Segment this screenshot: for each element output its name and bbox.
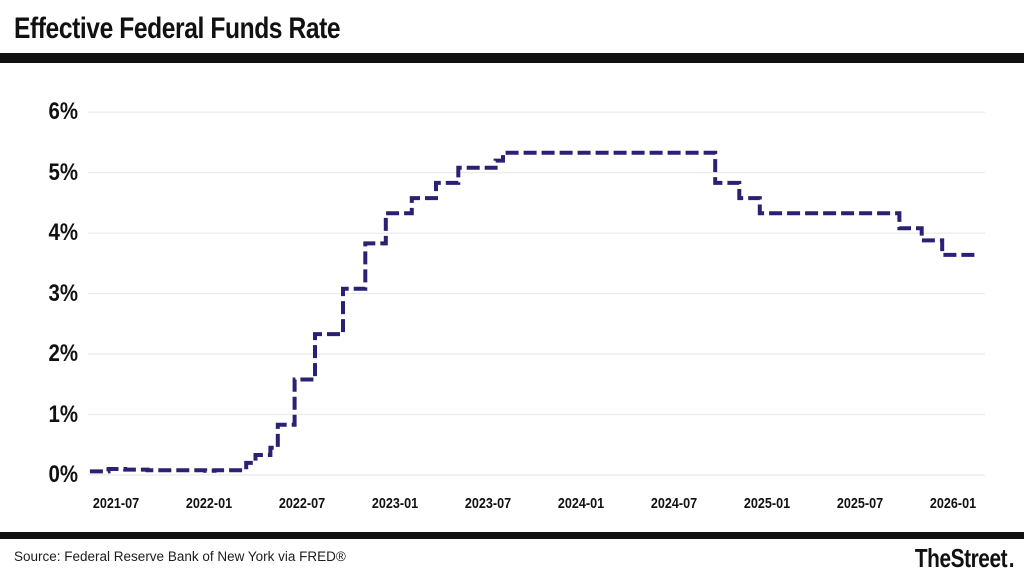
x-tick-label: 2022-07 xyxy=(278,495,326,512)
y-tick-label: 5% xyxy=(48,158,78,186)
y-tick-label: 2% xyxy=(48,340,78,368)
source-attribution: Source: Federal Reserve Bank of New York… xyxy=(14,549,346,564)
y-tick-label: 0% xyxy=(48,461,78,488)
y-tick-label: 4% xyxy=(48,219,78,247)
logo-dot: . xyxy=(1008,543,1015,573)
x-tick-label: 2025-01 xyxy=(744,495,791,512)
x-tick-label: 2021-07 xyxy=(92,495,140,512)
thestreet-logo: TheStreet. xyxy=(914,543,1015,574)
x-tick-label: 2025-07 xyxy=(837,495,884,512)
x-tick-label: 2023-07 xyxy=(464,495,512,512)
y-tick-label: 1% xyxy=(48,400,78,428)
page-title: Effective Federal Funds Rate xyxy=(14,12,341,45)
x-tick-label: 2022-01 xyxy=(185,495,233,512)
footer-rule xyxy=(0,532,1024,539)
y-tick-label: 6% xyxy=(48,98,78,126)
gridlines xyxy=(88,111,985,476)
x-tick-label: 2026-01 xyxy=(930,495,977,512)
y-tick-label: 3% xyxy=(48,279,78,307)
header-rule xyxy=(0,53,1024,63)
effr-line xyxy=(89,150,978,474)
x-tick-label: 2024-07 xyxy=(651,495,698,512)
thestreet-wordmark: TheStreet xyxy=(914,543,1008,573)
x-tick-label: 2024-01 xyxy=(558,495,605,512)
x-tick-label: 2023-01 xyxy=(371,495,419,512)
